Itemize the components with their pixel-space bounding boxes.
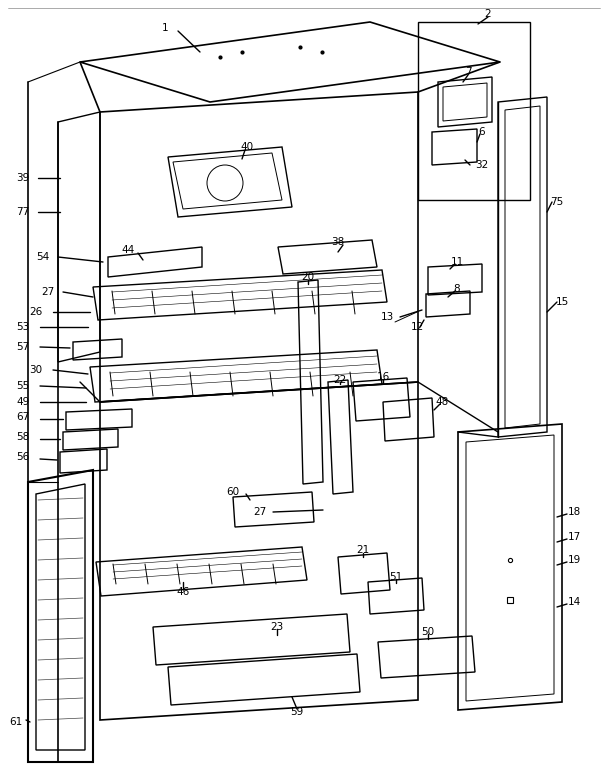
- Text: 38: 38: [331, 237, 345, 247]
- Text: 54: 54: [36, 252, 50, 262]
- Text: 55: 55: [16, 381, 30, 391]
- Text: 61: 61: [9, 717, 22, 727]
- Text: 11: 11: [451, 257, 464, 267]
- Text: 21: 21: [356, 545, 370, 555]
- Text: 26: 26: [29, 307, 43, 317]
- Text: 15: 15: [555, 297, 568, 307]
- Text: 18: 18: [567, 507, 581, 517]
- Text: 32: 32: [475, 160, 489, 170]
- Text: 60: 60: [226, 487, 240, 497]
- Text: 77: 77: [16, 207, 30, 217]
- Text: 39: 39: [16, 173, 30, 183]
- Text: 14: 14: [567, 597, 581, 607]
- Text: 53: 53: [16, 322, 30, 332]
- Text: 30: 30: [29, 365, 43, 375]
- Text: 17: 17: [567, 532, 581, 542]
- Text: 46: 46: [176, 587, 190, 597]
- Text: 67: 67: [16, 412, 30, 422]
- Text: 27: 27: [254, 507, 267, 517]
- Text: 44: 44: [122, 245, 134, 255]
- Text: 48: 48: [435, 397, 449, 407]
- Text: 13: 13: [381, 312, 393, 322]
- Text: 57: 57: [16, 342, 30, 352]
- Text: 51: 51: [389, 572, 402, 582]
- Text: 7: 7: [465, 67, 471, 77]
- Text: 16: 16: [376, 372, 390, 382]
- Text: 50: 50: [421, 627, 435, 637]
- Text: 22: 22: [333, 375, 347, 385]
- Text: 1: 1: [162, 23, 168, 33]
- Text: 12: 12: [410, 322, 424, 332]
- Text: 6: 6: [478, 127, 485, 137]
- Text: 8: 8: [454, 284, 460, 294]
- Text: 2: 2: [485, 9, 491, 19]
- Text: 58: 58: [16, 432, 30, 442]
- Text: 19: 19: [567, 555, 581, 565]
- Text: 49: 49: [16, 397, 30, 407]
- Text: 40: 40: [240, 142, 254, 152]
- Text: 75: 75: [550, 197, 564, 207]
- Text: 56: 56: [16, 452, 30, 462]
- Text: 23: 23: [271, 622, 283, 632]
- Text: 27: 27: [41, 287, 55, 297]
- Text: 59: 59: [291, 707, 303, 717]
- Text: 20: 20: [302, 272, 314, 282]
